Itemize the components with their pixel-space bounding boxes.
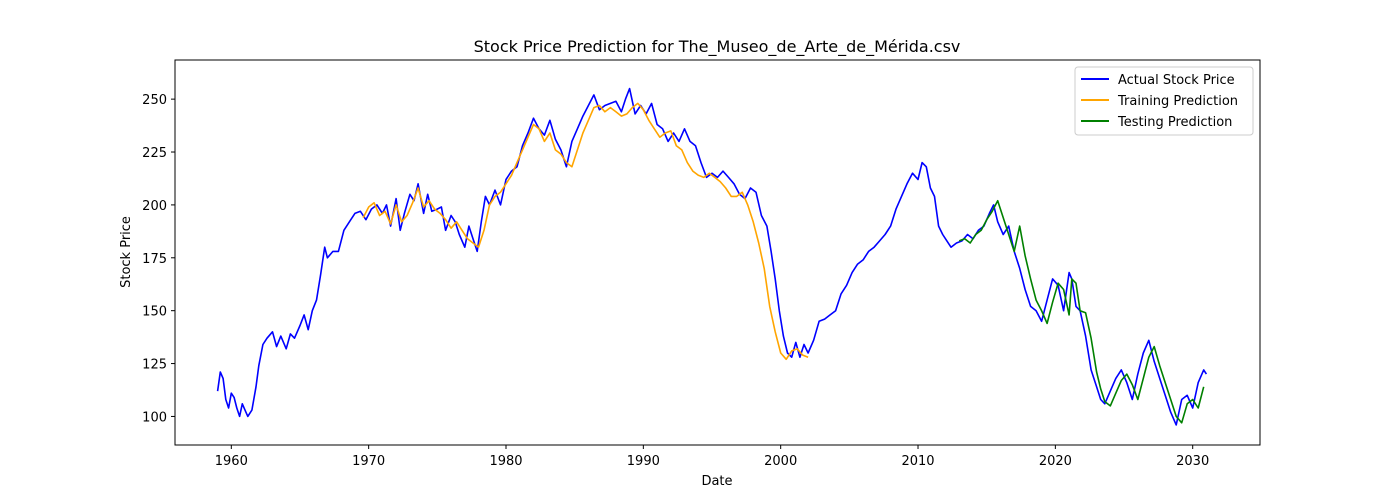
x-tick-label: 1960 <box>215 454 248 469</box>
y-axis-ticks: 100 125 150 175 200 225 250 <box>142 93 175 425</box>
y-tick-label: 225 <box>142 146 167 161</box>
y-tick-label: 250 <box>142 93 167 108</box>
y-tick-label: 100 <box>142 410 167 425</box>
y-tick-label: 200 <box>142 199 167 214</box>
x-axis-label: Date <box>701 474 732 489</box>
x-tick-label: 2010 <box>901 454 934 469</box>
x-tick-label: 2020 <box>1039 454 1072 469</box>
series-line-actual-stock-price <box>216 87 1208 426</box>
legend-box <box>1074 66 1254 136</box>
legend: Actual Stock Price Training Prediction Tes… <box>1074 66 1254 136</box>
x-tick-label: 1990 <box>627 454 660 469</box>
y-tick-label: 150 <box>142 305 167 320</box>
plot-lines <box>216 87 1208 426</box>
chart-title: Stock Price Prediction for The_Museo_de_… <box>474 37 961 57</box>
series-line-training-prediction <box>362 102 809 361</box>
series-line-testing-prediction <box>958 199 1205 424</box>
x-axis-ticks: 1960 1970 1980 1990 2000 2010 2020 2030 <box>215 445 1209 469</box>
x-tick-label: 2030 <box>1176 454 1209 469</box>
x-tick-label: 1970 <box>352 454 385 469</box>
legend-label: Training Prediction <box>1117 94 1238 109</box>
y-tick-label: 175 <box>142 252 167 267</box>
plot-area-frame <box>174 59 1261 446</box>
y-tick-label: 125 <box>142 358 167 373</box>
y-axis-label: Stock Price <box>119 216 134 288</box>
legend-label: Testing Prediction <box>1117 115 1232 130</box>
x-tick-label: 1980 <box>489 454 522 469</box>
legend-label: Actual Stock Price <box>1118 73 1235 88</box>
x-tick-label: 2000 <box>764 454 797 469</box>
